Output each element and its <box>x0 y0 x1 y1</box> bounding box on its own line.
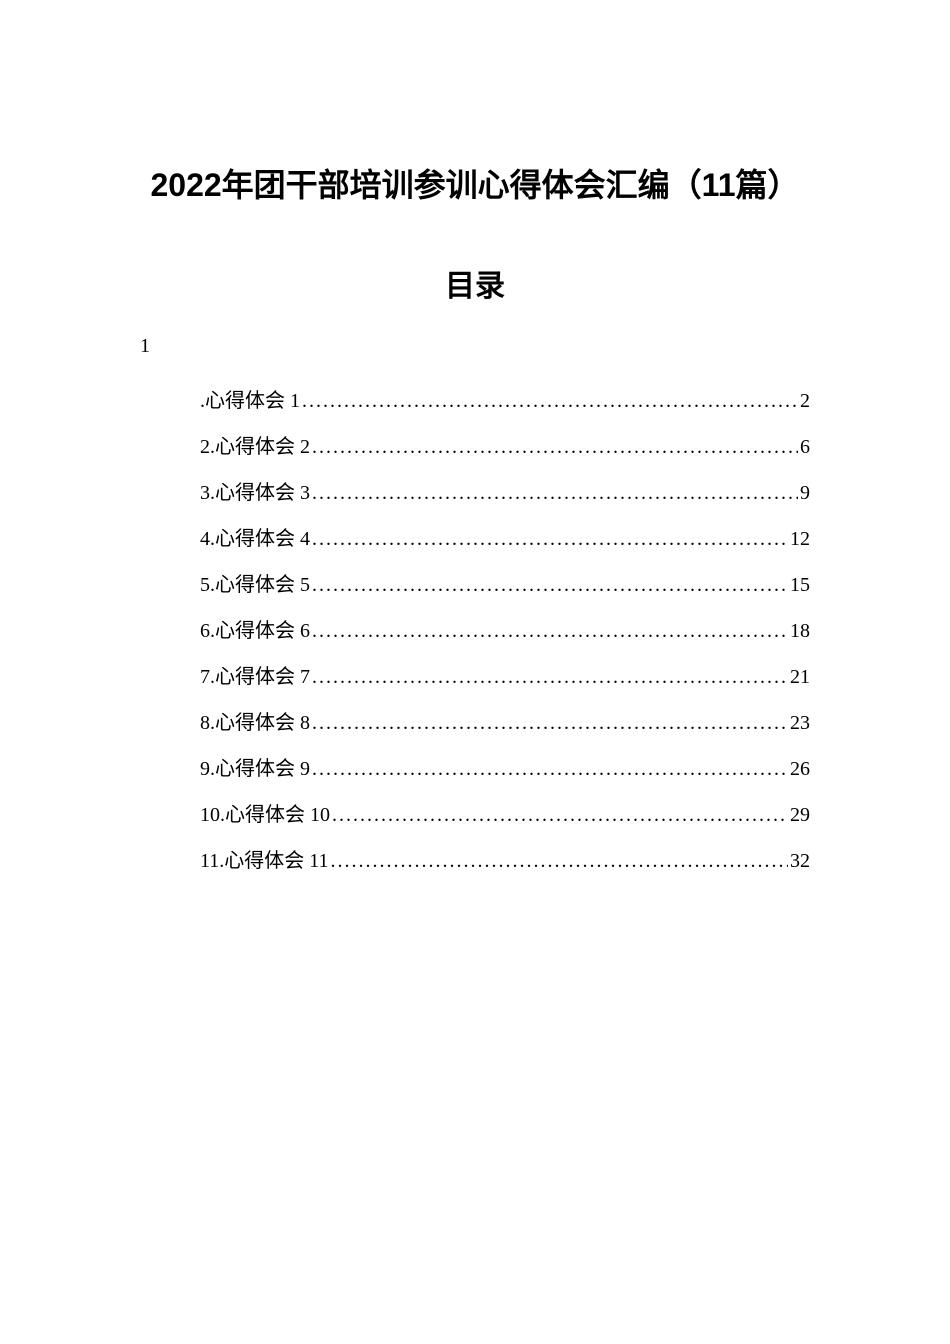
toc-entry: 6.心得体会 6 18 <box>200 608 810 654</box>
toc-heading: 目录 <box>120 261 830 305</box>
toc-entry-page: 9 <box>800 470 810 516</box>
toc-entry-label: 10.心得体会 10 <box>200 792 330 838</box>
toc-entry-page: 12 <box>790 516 810 562</box>
toc-dots <box>312 562 788 608</box>
toc-dots <box>312 424 798 470</box>
toc-entry: 8.心得体会 8 23 <box>200 700 810 746</box>
toc-dots <box>312 654 788 700</box>
toc-entry: .心得体会 1 2 <box>200 378 810 424</box>
toc-list: .心得体会 1 2 2.心得体会 2 6 3.心得体会 3 9 4.心得体会 4… <box>120 378 830 884</box>
toc-entry: 11.心得体会 11 32 <box>200 838 810 884</box>
toc-dots <box>312 470 798 516</box>
toc-entry: 10.心得体会 10 29 <box>200 792 810 838</box>
toc-entry-label: .心得体会 1 <box>200 378 300 424</box>
document-title: 2022年团干部培训参训心得体会汇编（11篇） <box>120 160 830 211</box>
toc-entry-label: 11.心得体会 11 <box>200 838 329 884</box>
toc-entry-label: 7.心得体会 7 <box>200 654 310 700</box>
toc-entry: 4.心得体会 4 12 <box>200 516 810 562</box>
toc-entry-page: 2 <box>800 378 810 424</box>
toc-entry-page: 15 <box>790 562 810 608</box>
toc-entry: 3.心得体会 3 9 <box>200 470 810 516</box>
toc-dots <box>312 746 788 792</box>
toc-entry-page: 32 <box>790 838 810 884</box>
document-page: 2022年团干部培训参训心得体会汇编（11篇） 目录 1 .心得体会 1 2 2… <box>0 0 950 884</box>
toc-entry: 2.心得体会 2 6 <box>200 424 810 470</box>
toc-entry-page: 23 <box>790 700 810 746</box>
toc-dots <box>312 608 788 654</box>
toc-entry-label: 9.心得体会 9 <box>200 746 310 792</box>
toc-entry: 7.心得体会 7 21 <box>200 654 810 700</box>
toc-dots <box>312 700 788 746</box>
toc-dots <box>312 516 788 562</box>
toc-entry-label: 6.心得体会 6 <box>200 608 310 654</box>
toc-entry-page: 26 <box>790 746 810 792</box>
toc-entry-label: 8.心得体会 8 <box>200 700 310 746</box>
toc-entry-label: 4.心得体会 4 <box>200 516 310 562</box>
toc-entry: 9.心得体会 9 26 <box>200 746 810 792</box>
toc-entry-label: 5.心得体会 5 <box>200 562 310 608</box>
toc-entry-label: 2.心得体会 2 <box>200 424 310 470</box>
toc-entry-page: 18 <box>790 608 810 654</box>
toc-dots <box>331 838 788 884</box>
toc-entry-page: 21 <box>790 654 810 700</box>
toc-entry: 5.心得体会 5 15 <box>200 562 810 608</box>
toc-entry-page: 29 <box>790 792 810 838</box>
toc-entry-page: 6 <box>800 424 810 470</box>
toc-entry-label: 3.心得体会 3 <box>200 470 310 516</box>
toc-dots <box>332 792 788 838</box>
toc-prefix: 1 <box>140 335 830 358</box>
toc-dots <box>302 378 798 424</box>
